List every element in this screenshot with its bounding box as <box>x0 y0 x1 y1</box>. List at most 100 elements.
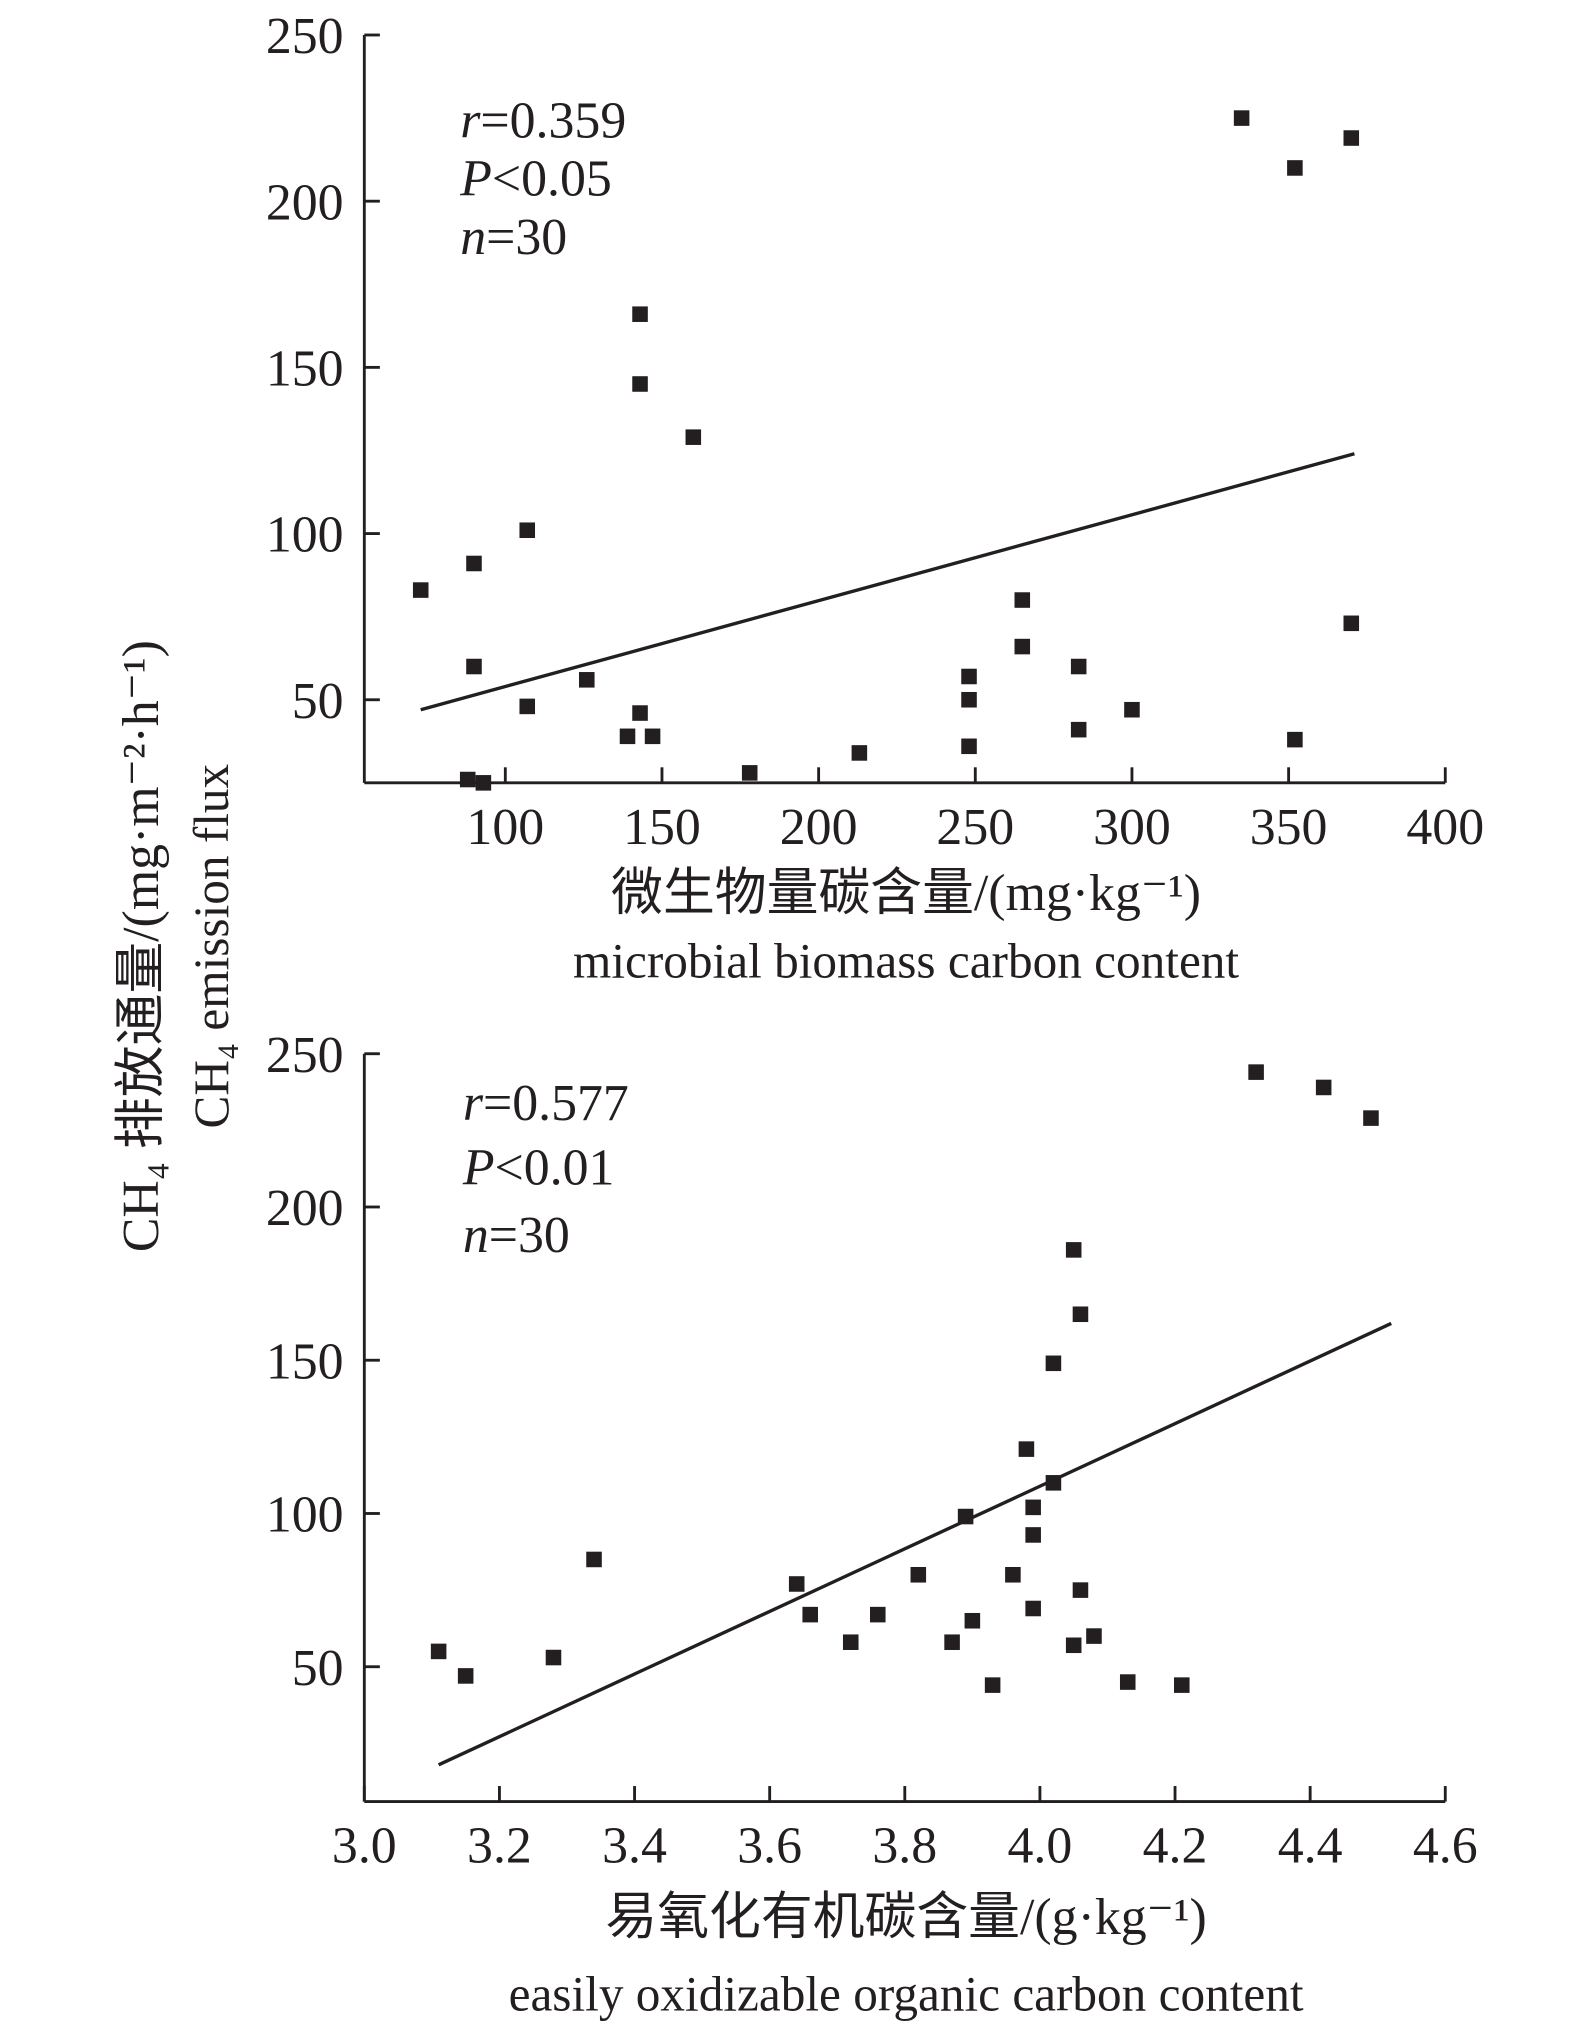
scatter-panel-1: 50 100 150 200 250 100 150 200 250 300 350 400 r=0.3… <box>266 8 1484 988</box>
y-tick-label: 50 <box>292 673 344 730</box>
scatter-point <box>1086 1628 1102 1644</box>
stat-value: =0.577 <box>483 1075 629 1132</box>
scatter-point <box>1119 1674 1136 1690</box>
x-tick-label: 150 <box>623 799 701 856</box>
x-axis-label: 易氧化有机碳含量/(g·kg⁻¹) <box>605 1889 1206 1946</box>
scatter-point <box>1174 1677 1190 1693</box>
scatter-point <box>1315 1079 1332 1096</box>
stat-symbol: n <box>460 209 486 266</box>
scatter-point <box>1065 1637 1082 1654</box>
y-tick-label: 150 <box>266 1333 344 1390</box>
x-tick-label: 350 <box>1250 799 1328 856</box>
stat-symbol: P <box>462 1140 495 1197</box>
scatter-point <box>961 738 977 755</box>
scatter-point <box>1005 1567 1021 1583</box>
y-axis-label-english: CH₄ emission flux <box>184 763 239 1128</box>
stat-line: r=0.577 <box>463 1075 629 1132</box>
x-tick-label: 3.2 <box>467 1818 532 1875</box>
scatter-point <box>1025 1600 1041 1617</box>
scatter-point <box>1070 721 1087 738</box>
scatter-point <box>632 705 648 721</box>
scatter-point <box>1233 110 1250 126</box>
scatter-point <box>466 658 482 675</box>
x-tick-label: 3.6 <box>737 1818 802 1875</box>
x-tick-label: 200 <box>780 799 858 856</box>
y-tick-label: 50 <box>292 1640 344 1697</box>
scatter-point <box>1070 658 1087 675</box>
scatter-point <box>457 1668 474 1684</box>
scatter-point <box>1072 1582 1089 1598</box>
x-tick-label: 4.2 <box>1143 1818 1208 1875</box>
stat-value: <0.01 <box>494 1140 614 1197</box>
stat-symbol: r <box>463 1075 484 1132</box>
scatter-point <box>466 555 482 572</box>
scatter-point <box>1248 1064 1264 1080</box>
scatter-point <box>961 668 977 685</box>
stat-value: =0.359 <box>480 92 626 149</box>
scatter-point <box>964 1612 981 1629</box>
y-tick-label: 100 <box>266 1487 344 1544</box>
scatter-point <box>475 775 492 791</box>
shared-y-axis-label: CH₄ 排放通量/(mg·m⁻²·h⁻¹) CH₄ emission flux <box>113 640 239 1252</box>
x-tick-label: 3.8 <box>872 1818 937 1875</box>
regression-line <box>437 1321 1392 1767</box>
scatter-point <box>1045 1475 1062 1491</box>
stat-value: =30 <box>489 1207 570 1264</box>
scatter-point <box>1018 1441 1035 1457</box>
scatter-point <box>741 765 758 781</box>
stat-symbol: r <box>460 92 481 149</box>
scatter-point <box>1025 1527 1041 1543</box>
scatter-point <box>957 1508 974 1525</box>
stat-value: <0.05 <box>492 151 612 208</box>
scatter-point <box>802 1606 818 1623</box>
scatter-point <box>459 771 476 788</box>
scatter-point <box>1363 1110 1379 1126</box>
scatter-point <box>1072 1306 1089 1323</box>
scatter-point <box>519 522 536 539</box>
scatter-point <box>910 1567 927 1583</box>
x-tick-label: 4.4 <box>1278 1818 1343 1875</box>
scatter-point <box>412 582 429 598</box>
scatter-point <box>685 429 702 445</box>
x-axis-label-english: microbial biomass carbon content <box>573 933 1239 988</box>
x-tick-label: 3.0 <box>332 1818 397 1875</box>
regression-line <box>420 452 1355 712</box>
scatter-point <box>430 1643 447 1660</box>
scatter-point <box>1343 615 1360 632</box>
x-tick-label: 4.0 <box>1008 1818 1073 1875</box>
x-tick-label: 100 <box>466 799 544 856</box>
scatter-point <box>632 306 648 322</box>
scatter-point <box>586 1551 602 1568</box>
y-tick-label: 250 <box>266 8 344 65</box>
scatter-point <box>1065 1242 1082 1258</box>
y-tick-label: 150 <box>266 341 344 398</box>
stat-symbol: P <box>459 151 492 208</box>
scatter-point <box>788 1576 805 1592</box>
scatter-point <box>545 1649 562 1666</box>
scatter-point <box>842 1634 859 1650</box>
x-tick-label: 250 <box>936 799 1014 856</box>
stat-line: n=30 <box>463 1207 570 1264</box>
y-tick-label: 200 <box>266 174 344 231</box>
x-tick-label: 400 <box>1406 799 1484 856</box>
stat-line: n=30 <box>460 209 567 266</box>
scatter-point <box>1287 160 1303 176</box>
y-axis-label: CH₄ 排放通量/(mg·m⁻²·h⁻¹) <box>113 640 170 1252</box>
stat-value: =30 <box>486 209 567 266</box>
scatter-point <box>1045 1355 1062 1372</box>
scatter-point <box>1025 1499 1041 1516</box>
scatter-point <box>644 728 661 745</box>
stat-symbol: n <box>463 1207 489 1264</box>
y-tick-label: 200 <box>266 1180 344 1237</box>
scatter-point <box>1343 130 1360 146</box>
scatter-point <box>1014 592 1031 608</box>
scatter-point <box>944 1634 960 1650</box>
stat-line: P<0.05 <box>459 151 612 208</box>
x-tick-label: 300 <box>1093 799 1171 856</box>
scatter-point <box>632 376 648 392</box>
y-tick-label: 100 <box>266 507 344 564</box>
scatter-point <box>869 1606 886 1623</box>
scatter-point <box>619 728 636 745</box>
